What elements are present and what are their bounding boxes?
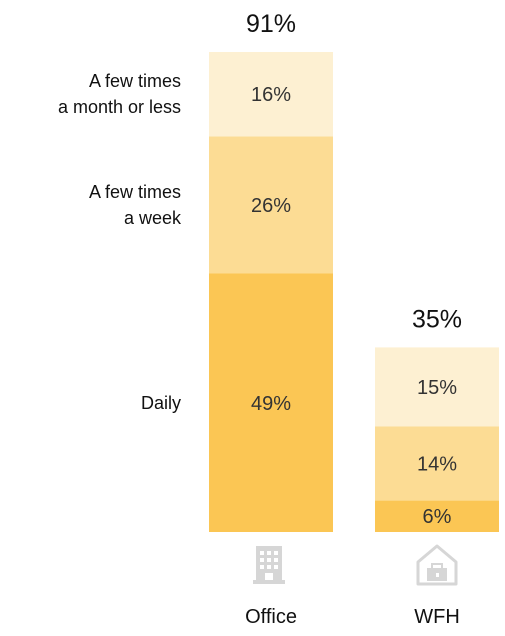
segment-label-office-2: 26% (251, 195, 291, 217)
legend-label-1: Daily (141, 393, 181, 413)
home-work-icon (416, 544, 458, 586)
segment-label-wfh-1: 6% (423, 506, 452, 528)
legend-label-2: A few times a week (89, 182, 182, 228)
bars-layer (209, 52, 499, 532)
legend-layer: Daily A few times a week A few times a month… (58, 71, 182, 413)
bar-wfh-2 (375, 426, 499, 501)
bar-office-3 (209, 52, 333, 137)
segment-label-office-3: 16% (251, 84, 291, 106)
legend-label-3: A few times a month or less (58, 71, 181, 117)
category-label-office: Office (245, 606, 297, 628)
office-building-icon (253, 546, 285, 584)
category-label-wfh: WFH (414, 606, 460, 628)
labels-layer: 49% 26% 16% 91% Office 6% 14% 15% 35% WFH (245, 10, 462, 628)
segment-label-wfh-2: 14% (417, 453, 457, 475)
total-label-wfh: 35% (412, 305, 462, 333)
total-label-office: 91% (246, 10, 296, 38)
segment-label-wfh-3: 15% (417, 377, 457, 399)
bar-wfh-3 (375, 347, 499, 427)
bar-wfh-1 (375, 500, 499, 532)
segment-label-office-1: 49% (251, 393, 291, 415)
bar-office-2 (209, 136, 333, 274)
bar-office-1 (209, 273, 333, 532)
